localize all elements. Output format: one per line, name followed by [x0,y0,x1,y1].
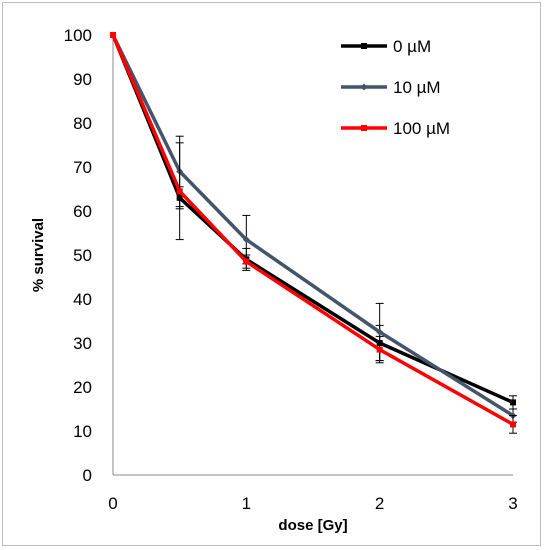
legend-item: 100 µM [341,119,450,138]
x-tick-label: 0 [108,494,117,513]
data-point [242,236,250,244]
y-tick-label: 90 [73,70,92,89]
y-axis-title: % survival [30,218,47,292]
y-tick-label: 0 [83,466,92,485]
y-tick-label: 20 [73,378,92,397]
x-axis-title: dose [Gy] [278,517,347,534]
data-point [110,32,116,38]
series-line [111,34,514,418]
y-tick-label: 10 [73,422,92,441]
series-0 [110,32,517,410]
legend-marker [360,83,368,91]
y-tick-label: 100 [64,26,92,45]
data-point [176,188,183,195]
series-2 [110,32,517,434]
data-point [376,346,383,353]
y-tick-label: 30 [73,334,92,353]
x-tick-labels: 0 1 2 3 [108,494,517,513]
legend: 0 µM 10 µM 100 µM [341,37,450,138]
legend-item: 10 µM [341,78,441,97]
series-line [111,34,514,404]
x-tick-label: 3 [508,494,517,513]
y-tick-labels: 0 10 20 30 40 50 60 70 80 90 100 [64,26,92,485]
y-tick-label: 80 [73,114,92,133]
legend-item: 0 µM [341,37,431,56]
data-point [510,421,516,428]
y-tick-label: 60 [73,202,92,221]
data-point [376,328,384,336]
series-group [109,31,517,434]
data-point [510,399,516,406]
data-point [243,258,250,265]
x-tick-label: 2 [375,494,384,513]
series-line [111,34,514,426]
legend-marker [361,43,367,49]
axes [112,35,513,476]
legend-marker [361,125,367,131]
legend-label: 0 µM [393,37,431,56]
legend-label: 10 µM [393,78,441,97]
series-1 [109,31,517,423]
y-tick-label: 70 [73,158,92,177]
y-tick-label: 50 [73,246,92,265]
legend-label: 100 µM [393,119,450,138]
x-tick-label: 1 [242,494,251,513]
y-tick-label: 40 [73,290,92,309]
